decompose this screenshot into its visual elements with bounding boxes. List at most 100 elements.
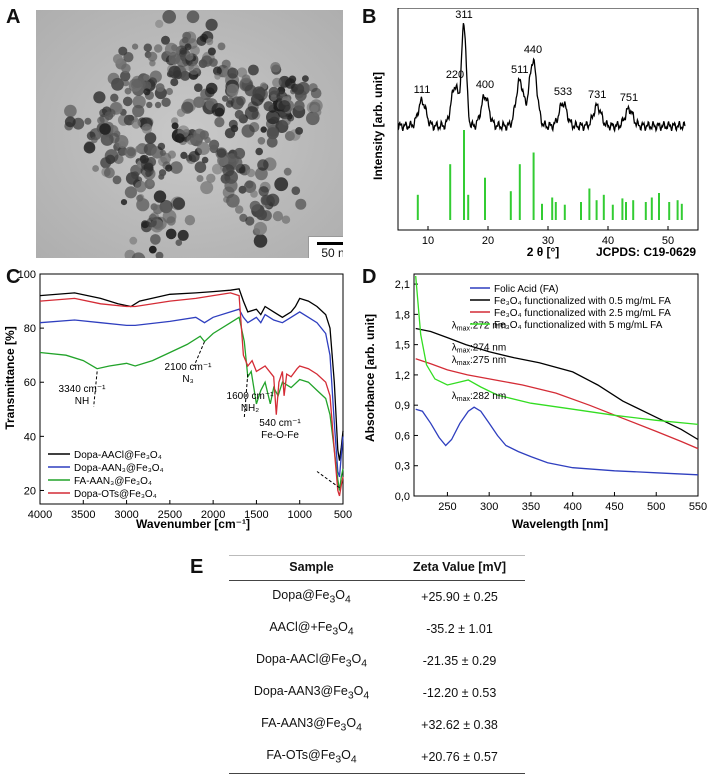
nanoparticle bbox=[165, 164, 173, 172]
nanoparticle bbox=[136, 194, 144, 202]
legend-label: Dopa-AACl@Fe₃O₄ bbox=[74, 450, 162, 461]
plot-frame bbox=[397, 8, 699, 231]
uvvis-series-line-1 bbox=[415, 327, 699, 441]
xrd-xlabel: 2 θ [°] bbox=[527, 245, 560, 259]
annotation-group: N₃ bbox=[182, 374, 193, 385]
annotation-leader bbox=[193, 341, 205, 367]
sample-cell: AACl@+Fe3O4 bbox=[229, 613, 394, 645]
nanoparticle bbox=[162, 10, 176, 24]
nanoparticle bbox=[150, 203, 158, 211]
nanoparticle bbox=[179, 47, 187, 55]
ftir-ylabel: Transmittance [%] bbox=[3, 326, 17, 429]
peak-label: 400 bbox=[476, 79, 494, 91]
y-tick-label: 0,0 bbox=[395, 491, 410, 503]
nanoparticle bbox=[120, 199, 128, 206]
sample-text: O bbox=[353, 684, 364, 699]
nanoparticle bbox=[217, 154, 229, 167]
sample-text: Dopa@Fe bbox=[272, 588, 330, 603]
peak-label: 533 bbox=[554, 86, 572, 98]
x-tick-label: 550 bbox=[689, 501, 707, 513]
nanoparticle bbox=[268, 86, 279, 98]
nanoparticle bbox=[131, 119, 141, 129]
x-tick-label: 500 bbox=[334, 509, 352, 521]
nanoparticle bbox=[131, 171, 139, 180]
nanoparticle bbox=[224, 128, 236, 139]
sample-text: Dopa-AAN3@Fe bbox=[253, 684, 348, 699]
lambda-max-annotation: λmax:272 nm bbox=[452, 320, 506, 332]
uvvis-series-line-0 bbox=[415, 406, 699, 476]
nanoparticle bbox=[122, 96, 133, 107]
nanoparticle bbox=[186, 135, 197, 145]
nanoparticle bbox=[196, 36, 207, 46]
nanoparticle bbox=[170, 161, 183, 174]
x-tick-label: 4000 bbox=[28, 509, 52, 521]
nanoparticle bbox=[159, 169, 167, 177]
x-tick-label: 450 bbox=[605, 501, 623, 513]
nanoparticle bbox=[171, 122, 179, 130]
nanoparticle bbox=[274, 177, 289, 192]
nanoparticle bbox=[97, 116, 105, 125]
nanoparticle bbox=[270, 94, 278, 102]
nanoparticle bbox=[161, 97, 171, 108]
legend-label: Dopa-OTs@Fe₃O₄ bbox=[74, 489, 157, 500]
legend-label: Fe₃O₄ functionalized with 0.5 mg/mL FA bbox=[494, 296, 671, 307]
table-row: Dopa-AACl@Fe3O4 -21.35 ± 0.29 bbox=[229, 645, 525, 677]
annotation-group: NH bbox=[75, 396, 89, 407]
legend-label: Folic Acid (FA) bbox=[494, 284, 558, 295]
nanoparticle bbox=[212, 66, 222, 76]
scale-bar-box: 50 nm bbox=[308, 236, 343, 258]
zeta-value-cell: +25.90 ± 0.25 bbox=[421, 590, 498, 604]
nanoparticle bbox=[150, 212, 159, 221]
nanoparticle bbox=[227, 97, 235, 105]
nanoparticle bbox=[197, 142, 210, 155]
nanoparticle-cluster-image bbox=[64, 10, 323, 258]
nanoparticle bbox=[266, 110, 280, 125]
nanoparticle bbox=[104, 149, 119, 163]
nanoparticle bbox=[118, 141, 126, 149]
lambda-subscript: max bbox=[457, 360, 471, 367]
nanoparticle bbox=[172, 197, 186, 210]
nanoparticle bbox=[143, 162, 154, 173]
y-tick-label: 1,2 bbox=[395, 370, 410, 382]
nanoparticle bbox=[154, 101, 162, 109]
nanoparticle bbox=[181, 36, 189, 44]
nanoparticle bbox=[123, 52, 134, 63]
nanoparticle bbox=[246, 168, 256, 178]
nanoparticle bbox=[245, 180, 254, 189]
zeta-value-cell: -12.20 ± 0.53 bbox=[422, 686, 497, 700]
nanoparticle bbox=[180, 70, 191, 81]
xrd-chart: Intensity [arb. unit] 2 θ [°] JCPDS: C19… bbox=[371, 8, 699, 259]
table-row: AACl@+Fe3O4 -35.2 ± 1.01 bbox=[229, 613, 525, 645]
uvvis-chart: Absorbance [arb. unit] Wavelength [nm] 2… bbox=[363, 273, 707, 531]
nanoparticle bbox=[122, 79, 130, 87]
nanoparticle bbox=[143, 88, 151, 96]
nanoparticle bbox=[109, 132, 120, 144]
tem-image: 50 nm bbox=[36, 10, 343, 258]
sample-text: O bbox=[341, 748, 351, 763]
nanoparticle bbox=[278, 100, 291, 113]
nanoparticle bbox=[150, 234, 161, 245]
nanoparticle bbox=[226, 194, 240, 208]
y-tick-label: 0,9 bbox=[395, 400, 410, 412]
nanoparticle bbox=[193, 96, 205, 108]
nanoparticle bbox=[293, 83, 305, 95]
zeta-value-cell: -21.35 ± 0.29 bbox=[422, 654, 497, 668]
nanoparticle bbox=[147, 51, 158, 62]
nanoparticle bbox=[244, 84, 257, 97]
nanoparticle bbox=[184, 43, 192, 51]
nanoparticle bbox=[155, 251, 164, 258]
nanoparticle bbox=[214, 73, 221, 80]
nanoparticle bbox=[131, 252, 146, 258]
nanoparticle bbox=[104, 137, 112, 145]
sample-text: O bbox=[346, 716, 357, 731]
nanoparticle bbox=[201, 55, 213, 67]
y-tick-label: 0,6 bbox=[395, 430, 410, 442]
x-tick-label: 1500 bbox=[244, 509, 268, 521]
lambda-value: :275 nm bbox=[470, 355, 506, 366]
y-tick-label: 0,3 bbox=[395, 461, 410, 473]
nanoparticle bbox=[157, 142, 166, 151]
nanoparticle bbox=[222, 164, 235, 177]
nanoparticle bbox=[302, 75, 309, 82]
y-tick-label: 1,8 bbox=[395, 309, 410, 321]
zeta-value-cell: -35.2 ± 1.01 bbox=[426, 622, 493, 636]
